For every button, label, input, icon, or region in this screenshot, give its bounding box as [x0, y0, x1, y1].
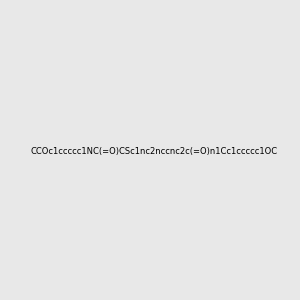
- Text: CCOc1ccccc1NC(=O)CSc1nc2nccnc2c(=O)n1Cc1ccccc1OC: CCOc1ccccc1NC(=O)CSc1nc2nccnc2c(=O)n1Cc1…: [30, 147, 277, 156]
